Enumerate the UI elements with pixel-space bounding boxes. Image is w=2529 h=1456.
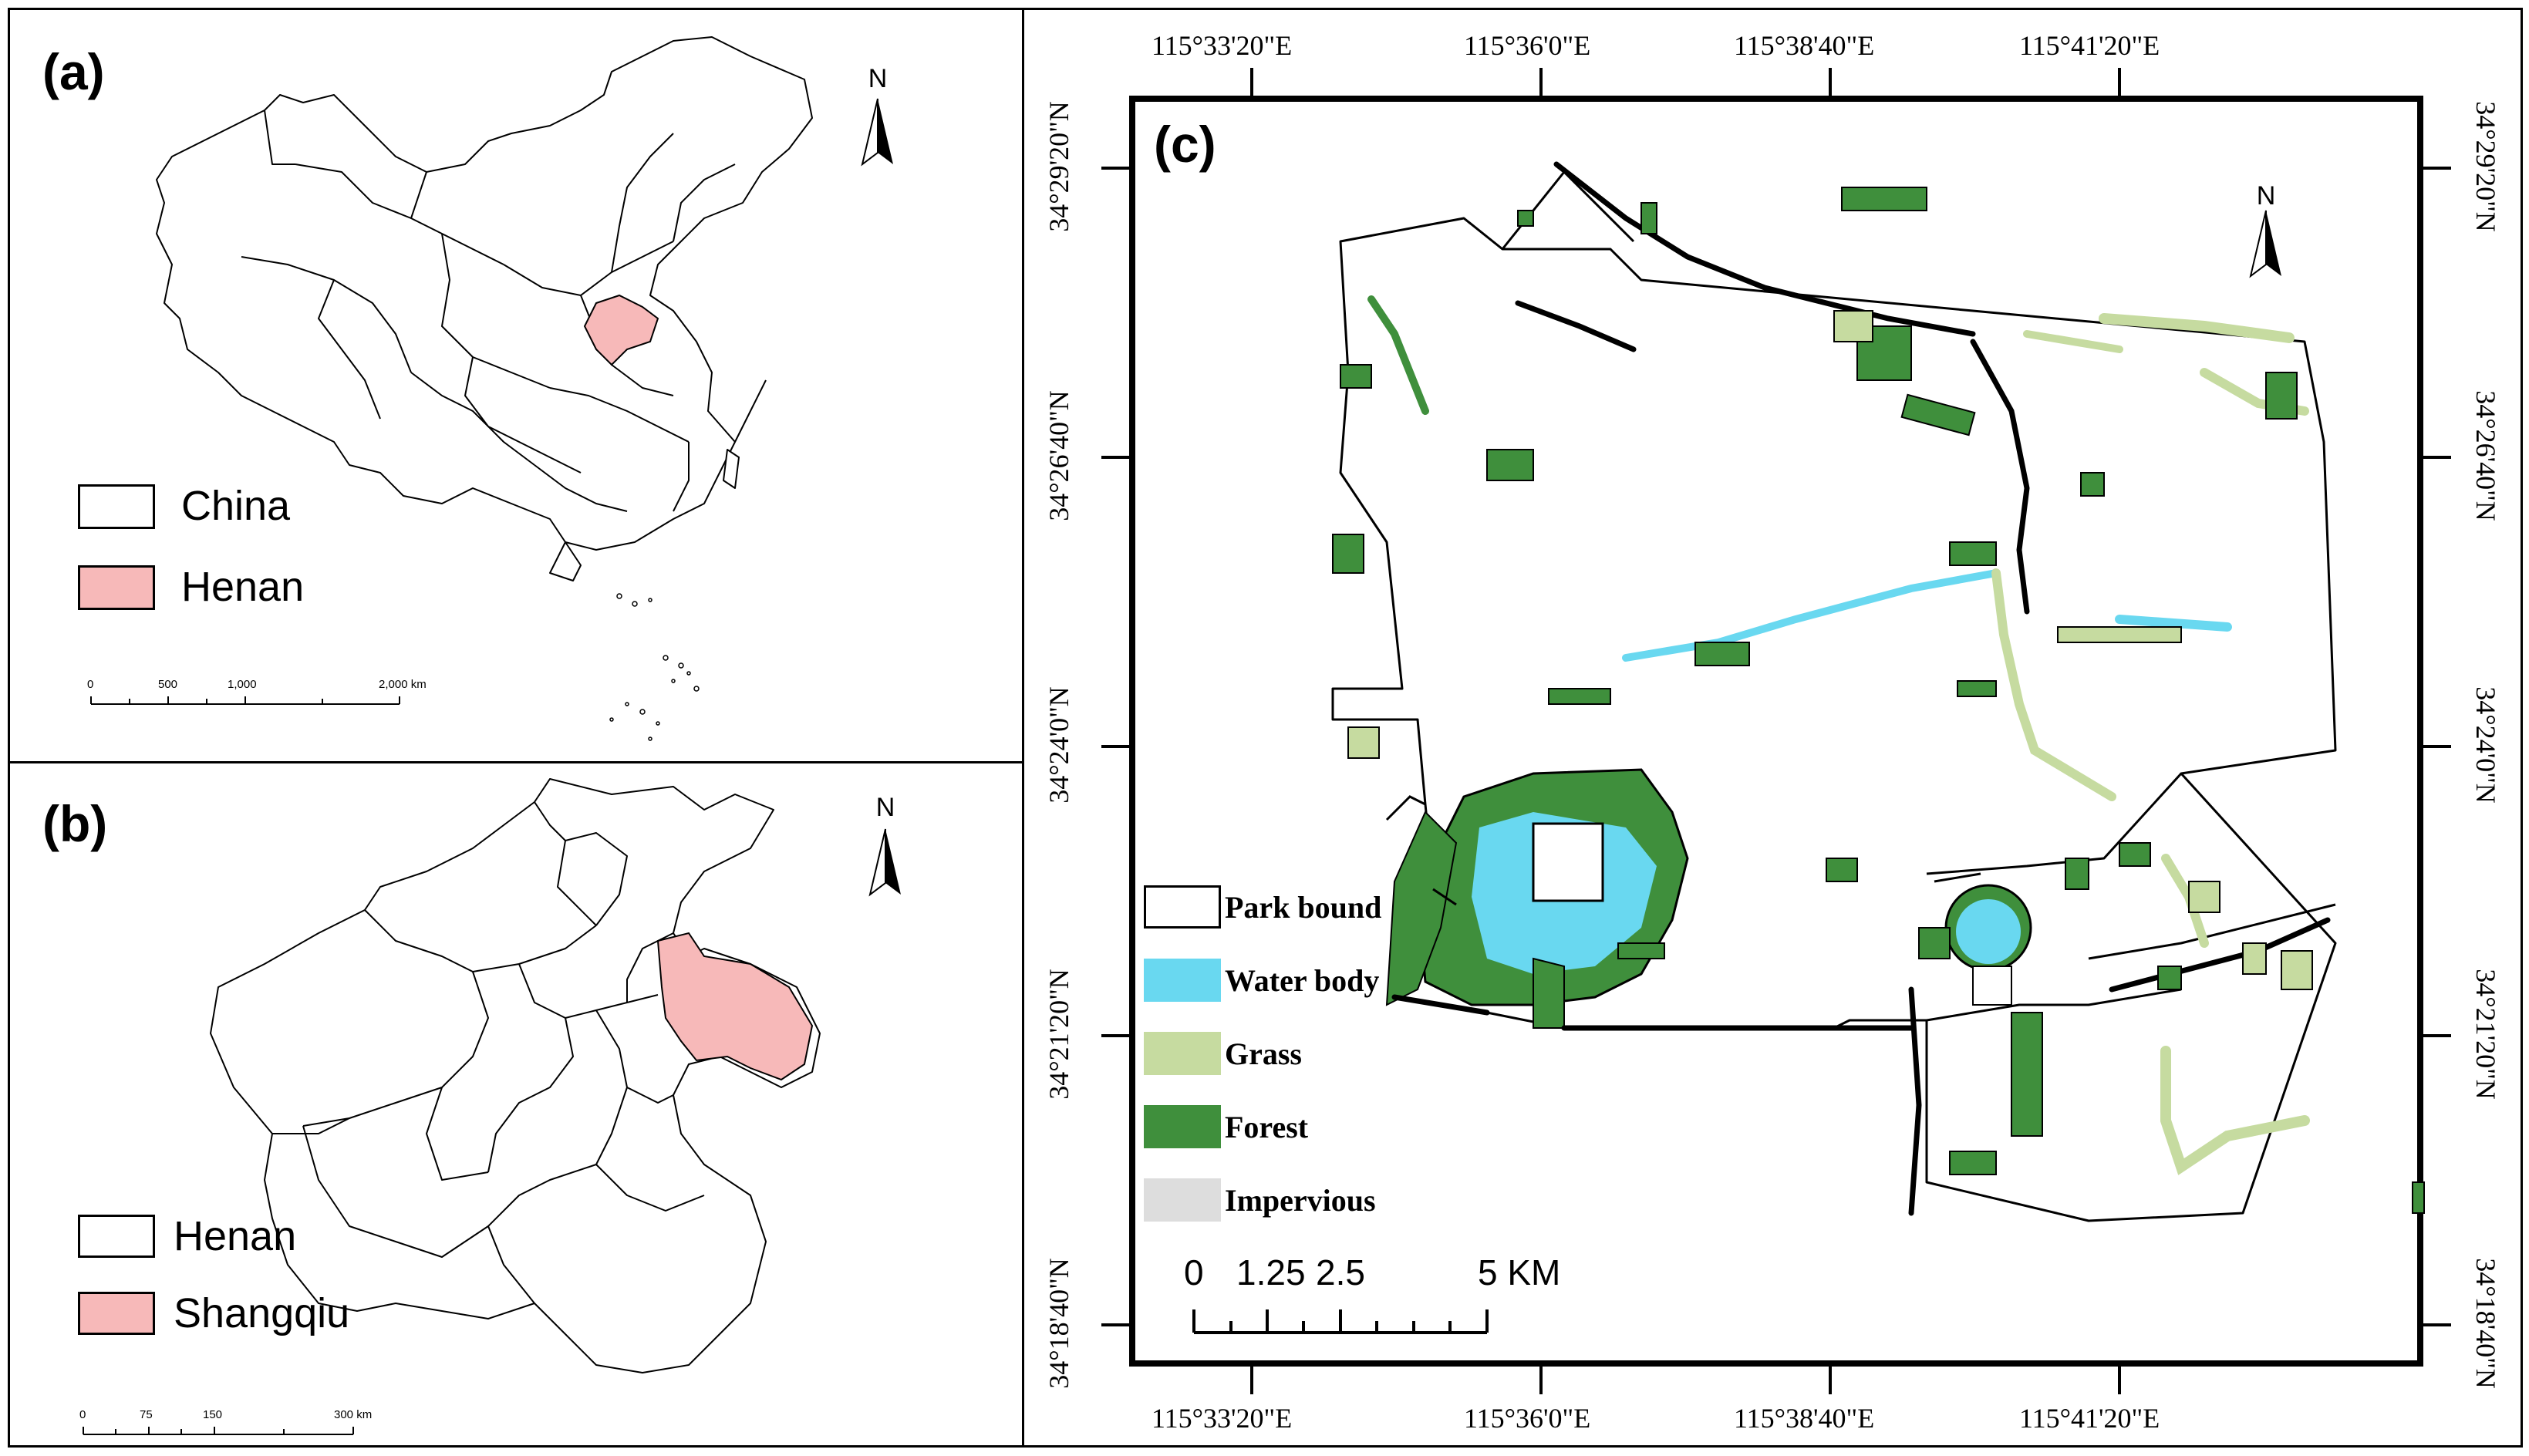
panel-c-label: (c) <box>1154 116 1216 173</box>
lat-right-4: 34°18'40"N <box>2470 1258 2501 1389</box>
scale-tick-b-1: 75 <box>140 1408 153 1421</box>
lon-top-0: 115°33'20"E <box>1152 30 1293 61</box>
scale-tick-c-1: 1.25 <box>1236 1252 1306 1293</box>
scale-tick-b-2: 150 <box>203 1408 223 1421</box>
lon-top-3: 115°41'20"E <box>2019 30 2160 61</box>
panel-shangqiu-parks: (c) N 115°33'20"E 115°36'0"E 115°38'40"E… <box>1022 8 2523 1448</box>
legend-label-shangqiu: Shangqiu <box>174 1290 350 1336</box>
park-map <box>1101 68 2451 1394</box>
scale-tick-b-3: 300 km <box>334 1408 373 1421</box>
legend-label-china: China <box>181 483 291 529</box>
lat-right-3: 34°21'20"N <box>2470 969 2501 1100</box>
north-label-c: N <box>2256 181 2276 211</box>
lat-right-1: 34°26'40"N <box>2470 390 2501 521</box>
lon-top-2: 115°38'40"E <box>1734 30 1875 61</box>
lon-bottom-2: 115°38'40"E <box>1734 1403 1875 1434</box>
legend-swatch-china <box>78 484 155 529</box>
legend-swatch-water <box>1144 959 1221 1002</box>
legend-swatch-forest <box>1144 1105 1221 1148</box>
scale-tick-a-3: 2,000 km <box>379 678 427 691</box>
scale-tick-c-0: 0 <box>1184 1252 1204 1293</box>
north-arrow-a <box>861 98 893 167</box>
panel-henan: (b) <box>8 761 1024 1448</box>
china-map <box>90 36 893 741</box>
panel-china: (a) <box>8 8 1024 763</box>
scale-tick-a-1: 500 <box>158 678 178 691</box>
lon-top-1: 115°36'0"E <box>1464 30 1591 61</box>
legend-swatch-shangqiu <box>78 1292 155 1335</box>
lat-right-0: 34°29'20"N <box>2470 101 2501 232</box>
scale-tick-b-0: 0 <box>79 1408 86 1421</box>
legend-swatch-park <box>1144 885 1221 929</box>
lat-left-4: 34°18'40"N <box>1044 1258 1074 1389</box>
north-label-b: N <box>875 793 895 822</box>
legend-swatch-impervious <box>1144 1178 1221 1222</box>
legend-label-grass: Grass <box>1225 1036 1302 1071</box>
legend-label-water: Water body <box>1225 963 1380 998</box>
legend-label-forest: Forest <box>1225 1110 1309 1144</box>
lon-bottom-3: 115°41'20"E <box>2019 1403 2160 1434</box>
scale-tick-c-2: 2.5 <box>1316 1252 1365 1293</box>
legend-swatch-henan <box>78 565 155 610</box>
panel-b-label: (b) <box>42 795 108 852</box>
north-label-a: N <box>868 64 888 93</box>
lat-left-2: 34°24'0"N <box>1044 686 1074 804</box>
lat-left-3: 34°21'20"N <box>1044 969 1074 1100</box>
lat-right-2: 34°24'0"N <box>2470 686 2501 804</box>
legend-label-impervious: Impervious <box>1225 1183 1376 1218</box>
lat-left-0: 34°29'20"N <box>1044 101 1074 232</box>
legend-swatch-grass <box>1144 1032 1221 1075</box>
north-arrow-b <box>868 828 901 897</box>
legend-label-park: Park bound <box>1225 890 1382 925</box>
lat-left-1: 34°26'40"N <box>1044 390 1074 521</box>
scale-bar-c <box>1192 1309 1489 1334</box>
legend-label-henan-b: Henan <box>174 1213 297 1259</box>
panel-a-label: (a) <box>42 43 105 100</box>
lon-bottom-0: 115°33'20"E <box>1152 1403 1293 1434</box>
scale-tick-a-0: 0 <box>87 678 94 691</box>
scale-tick-a-2: 1,000 <box>228 678 257 691</box>
north-arrow-c <box>2249 210 2281 278</box>
scale-tick-c-3: 5 KM <box>1478 1252 1561 1293</box>
scale-bar-a <box>90 696 400 705</box>
henan-map <box>83 778 901 1435</box>
legend-label-henan: Henan <box>181 564 305 610</box>
scale-bar-b <box>83 1427 354 1435</box>
lon-bottom-1: 115°36'0"E <box>1464 1403 1591 1434</box>
legend-swatch-henan-b <box>78 1215 155 1258</box>
